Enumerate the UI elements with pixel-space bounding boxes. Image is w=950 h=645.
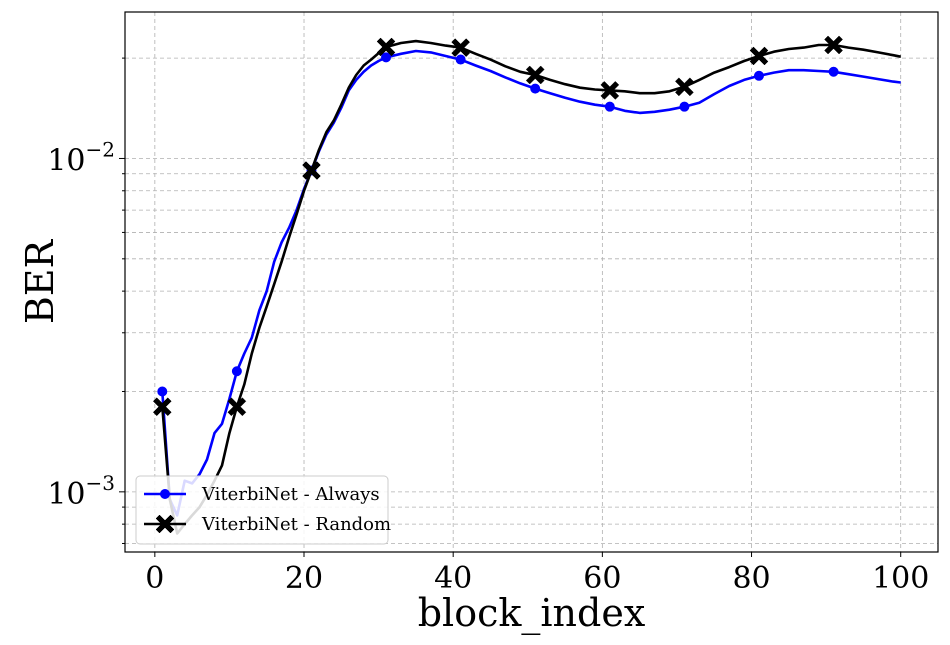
series-1 xyxy=(157,49,901,517)
x-axis-ticks: 0 20 40 60 80 100 xyxy=(145,552,929,596)
legend-entries: ViterbiNet - Always ViterbiNet - Random xyxy=(144,484,391,535)
y-tick-label: 10−2 xyxy=(47,137,115,178)
y-axis-title: BER xyxy=(18,238,62,324)
data-point-marker xyxy=(381,52,392,63)
data-point-marker xyxy=(530,83,541,94)
x-tick-label: 0 xyxy=(145,561,164,596)
data-point-marker xyxy=(604,101,615,112)
grid-lines xyxy=(125,12,938,552)
series-line xyxy=(161,39,901,535)
data-point-marker xyxy=(455,54,466,65)
x-tick-label: 40 xyxy=(434,561,472,596)
plot-series xyxy=(152,35,901,535)
x-axis-title: block_index xyxy=(418,591,646,636)
data-point-marker xyxy=(753,70,764,81)
data-point-marker xyxy=(155,514,175,534)
series-2 xyxy=(152,35,901,535)
data-point-marker xyxy=(749,46,769,66)
data-point-marker xyxy=(679,101,690,112)
legend-label: ViterbiNet - Always xyxy=(201,484,380,505)
y-axis-ticks: 10−3 10−2 xyxy=(47,57,125,544)
data-point-marker xyxy=(160,489,170,499)
x-tick-label: 80 xyxy=(732,561,770,596)
data-point-marker xyxy=(525,65,545,85)
data-point-marker xyxy=(828,66,839,77)
data-point-marker xyxy=(157,386,168,397)
y-tick-label: 10−3 xyxy=(47,471,115,512)
legend-entry: ViterbiNet - Always xyxy=(144,484,380,505)
data-point-marker xyxy=(302,161,321,180)
data-point-marker xyxy=(451,38,470,57)
data-point-marker xyxy=(600,81,620,100)
legend: ViterbiNet - Always ViterbiNet - Random xyxy=(135,475,391,545)
data-point-marker xyxy=(376,37,396,57)
legend-entry: ViterbiNet - Random xyxy=(144,514,391,535)
data-point-marker xyxy=(231,366,242,377)
series-line xyxy=(161,49,901,517)
x-tick-label: 100 xyxy=(872,561,929,596)
data-point-marker xyxy=(675,77,694,97)
x-tick-label: 60 xyxy=(583,561,621,596)
data-point-marker xyxy=(152,397,172,417)
plot-area-frame xyxy=(124,11,939,553)
legend-label: ViterbiNet - Random xyxy=(201,514,391,535)
data-point-marker xyxy=(824,35,843,55)
x-tick-label: 20 xyxy=(285,561,323,596)
legend-box xyxy=(135,475,389,545)
data-point-marker xyxy=(227,397,247,417)
